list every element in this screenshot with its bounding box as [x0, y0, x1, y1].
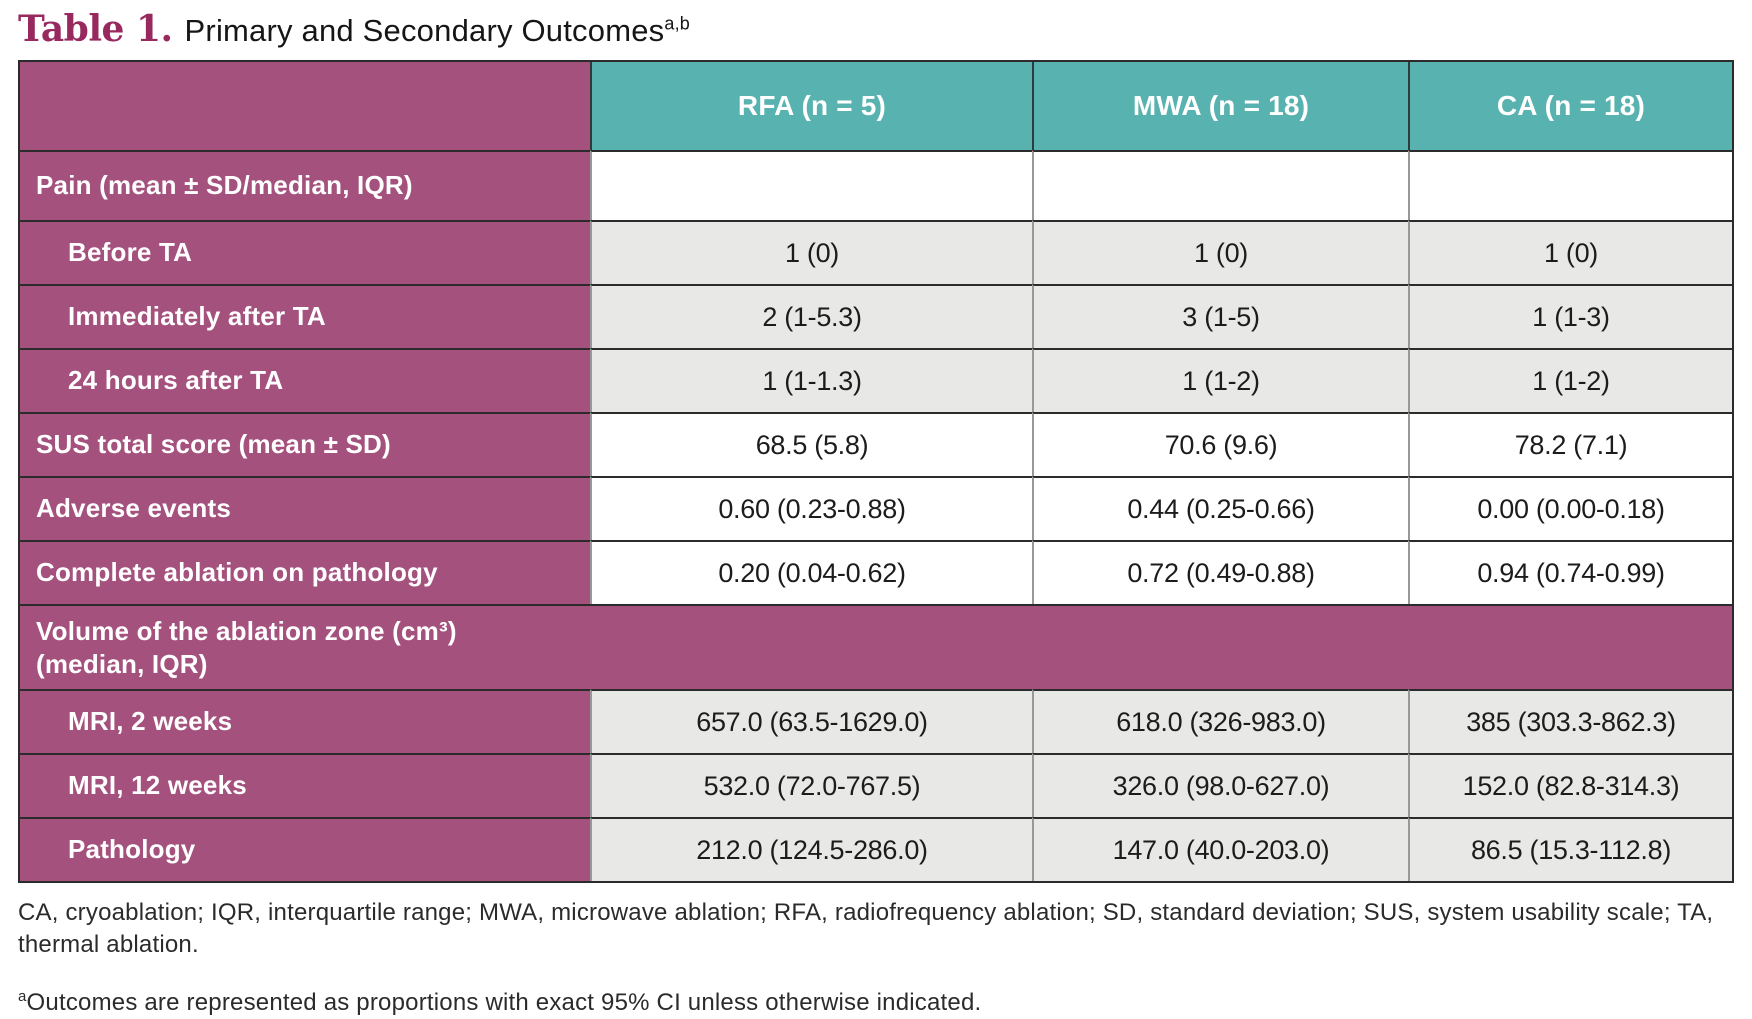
cell-24-hours-after-ta-rfa: 1 (1-1.3)	[590, 348, 1032, 412]
cell-before-ta-ca: 1 (0)	[1408, 220, 1732, 284]
table-number: Table 1.	[18, 8, 173, 50]
section-header-volume-ablation-zone: Volume of the ablation zone (cm³) (media…	[20, 604, 1732, 689]
cell-sus-rfa: 68.5 (5.8)	[590, 412, 1032, 476]
cell-before-ta-rfa: 1 (0)	[590, 220, 1032, 284]
row-label-sus-total-score: SUS total score (mean ± SD)	[20, 412, 590, 476]
table-title-main: Primary and Secondary Outcomes	[184, 13, 665, 48]
row-label-complete-ablation: Complete ablation on pathology	[20, 540, 590, 604]
cell-pathology-rfa: 212.0 (124.5-286.0)	[590, 817, 1032, 881]
cell-complete-ablation-ca: 0.94 (0.74-0.99)	[1408, 540, 1732, 604]
cell-complete-ablation-mwa: 0.72 (0.49-0.88)	[1032, 540, 1408, 604]
cell-24-hours-after-ta-ca: 1 (1-2)	[1408, 348, 1732, 412]
row-label-mri-2-weeks: MRI, 2 weeks	[20, 689, 590, 753]
row-label-adverse-events: Adverse events	[20, 476, 590, 540]
cell-immediately-after-ta-rfa: 2 (1-5.3)	[590, 284, 1032, 348]
row-label-24-hours-after-ta: 24 hours after TA	[20, 348, 590, 412]
cell-mri-2-weeks-ca: 385 (303.3-862.3)	[1408, 689, 1732, 753]
cell-24-hours-after-ta-mwa: 1 (1-2)	[1032, 348, 1408, 412]
cell-mri-2-weeks-rfa: 657.0 (63.5-1629.0)	[590, 689, 1032, 753]
footnote-a: aOutcomes are represented as proportions…	[18, 987, 1734, 1019]
cell-adverse-events-mwa: 0.44 (0.25-0.66)	[1032, 476, 1408, 540]
cell-pathology-ca: 86.5 (15.3-112.8)	[1408, 817, 1732, 881]
cell-adverse-events-rfa: 0.60 (0.23-0.88)	[590, 476, 1032, 540]
column-header-ca: CA (n = 18)	[1408, 62, 1732, 150]
cell-pain-rfa	[590, 150, 1032, 220]
column-header-rfa: RFA (n = 5)	[590, 62, 1032, 150]
table-title-superscript: a,b	[664, 13, 690, 34]
cell-immediately-after-ta-mwa: 3 (1-5)	[1032, 284, 1408, 348]
abbreviations-note: CA, cryoablation; IQR, interquartile ran…	[18, 899, 1714, 958]
cell-pain-ca	[1408, 150, 1732, 220]
column-header-mwa: MWA (n = 18)	[1032, 62, 1408, 150]
row-label-pathology: Pathology	[20, 817, 590, 881]
cell-mri-2-weeks-mwa: 618.0 (326-983.0)	[1032, 689, 1408, 753]
row-label-before-ta: Before TA	[20, 220, 590, 284]
cell-before-ta-mwa: 1 (0)	[1032, 220, 1408, 284]
cell-immediately-after-ta-ca: 1 (1-3)	[1408, 284, 1732, 348]
cell-pain-mwa	[1032, 150, 1408, 220]
cell-mri-12-weeks-rfa: 532.0 (72.0-767.5)	[590, 753, 1032, 817]
footnotes: CA, cryoablation; IQR, interquartile ran…	[18, 897, 1734, 1019]
table-title-text: Primary and Secondary Outcomesa,b	[185, 13, 690, 49]
cell-sus-mwa: 70.6 (9.6)	[1032, 412, 1408, 476]
row-label-immediately-after-ta: Immediately after TA	[20, 284, 590, 348]
footnote-a-marker: a	[18, 987, 27, 1005]
cell-sus-ca: 78.2 (7.1)	[1408, 412, 1732, 476]
header-empty-cell	[20, 62, 590, 150]
cell-adverse-events-ca: 0.00 (0.00-0.18)	[1408, 476, 1732, 540]
footnote-a-text: Outcomes are represented as proportions …	[26, 988, 982, 1016]
row-label-mri-12-weeks: MRI, 12 weeks	[20, 753, 590, 817]
cell-mri-12-weeks-ca: 152.0 (82.8-314.3)	[1408, 753, 1732, 817]
cell-mri-12-weeks-mwa: 326.0 (98.0-627.0)	[1032, 753, 1408, 817]
cell-pathology-mwa: 147.0 (40.0-203.0)	[1032, 817, 1408, 881]
cell-complete-ablation-rfa: 0.20 (0.04-0.62)	[590, 540, 1032, 604]
table-title: Table 1. Primary and Secondary Outcomesa…	[18, 8, 1734, 50]
outcomes-table: RFA (n = 5) MWA (n = 18) CA (n = 18) Pai…	[18, 60, 1734, 883]
row-label-pain: Pain (mean ± SD/median, IQR)	[20, 150, 590, 220]
